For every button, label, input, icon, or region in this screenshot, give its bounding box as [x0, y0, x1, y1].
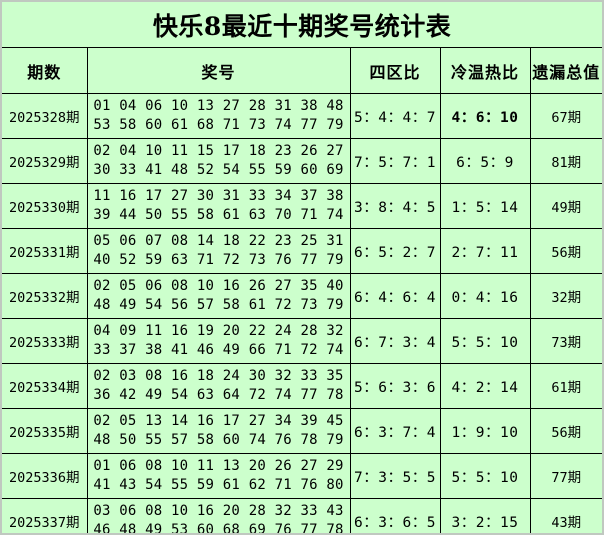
numbers-line-1: 04 09 11 16 19 20 22 24 28 32: [93, 323, 344, 339]
cell-miss-total: 73期: [529, 318, 602, 364]
cell-miss-total: 56期: [529, 408, 602, 454]
cell-cold-warm-hot: 2：7：11: [439, 228, 531, 274]
table-row: 2025331期 05 06 07 08 14 18 22 23 25 31 40 …: [2, 228, 602, 274]
cell-numbers: 02 04 10 11 15 17 18 23 26 27 30 33 41 48…: [86, 138, 351, 184]
cell-period: 2025329期: [2, 138, 88, 184]
page-title: 快乐8最近十期奖号统计表: [2, 2, 602, 48]
cell-zone-ratio: 6：5：2：7: [349, 228, 441, 274]
cell-zone-ratio: 7：5：7：1: [349, 138, 441, 184]
numbers-line-2: 36 42 49 54 63 64 72 74 77 78: [93, 387, 344, 403]
cell-cold-warm-hot: 4：2：14: [439, 363, 531, 409]
numbers-line-1: 02 05 06 08 10 16 26 27 35 40: [93, 278, 344, 294]
numbers-line-2: 48 50 55 57 58 60 74 76 78 79: [93, 432, 344, 448]
cell-miss-total: 77期: [529, 453, 602, 499]
column-header-numbers: 奖号: [86, 47, 351, 94]
cell-miss-total: 61期: [529, 363, 602, 409]
cell-numbers: 01 04 06 10 13 27 28 31 38 48 53 58 60 61…: [86, 93, 351, 139]
table-row: 2025335期 02 05 13 14 16 17 27 34 39 45 48 …: [2, 408, 602, 454]
column-header-zone-ratio: 四区比: [349, 47, 441, 94]
cell-cold-warm-hot: 1：9：10: [439, 408, 531, 454]
header-row: 期数 奖号 四区比 冷温热比 遗漏总值: [2, 47, 602, 94]
cell-cold-warm-hot: 5：5：10: [439, 453, 531, 499]
table-row: 2025337期 03 06 08 10 16 20 28 32 33 43 46 …: [2, 498, 602, 535]
numbers-line-1: 03 06 08 10 16 20 28 32 33 43: [93, 503, 344, 519]
cell-numbers: 01 06 08 10 11 13 20 26 27 29 41 43 54 55…: [86, 453, 351, 499]
numbers-line-1: 05 06 07 08 14 18 22 23 25 31: [93, 233, 344, 249]
cell-period: 2025335期: [2, 408, 88, 454]
cell-period: 2025334期: [2, 363, 88, 409]
numbers-line-2: 33 37 38 41 46 49 66 71 72 74: [93, 342, 344, 358]
cell-cold-warm-hot: 0：4：16: [439, 273, 531, 319]
cell-period: 2025336期: [2, 453, 88, 499]
numbers-line-2: 40 52 59 63 71 72 73 76 77 79: [93, 252, 344, 268]
cell-zone-ratio: 7：3：5：5: [349, 453, 441, 499]
numbers-line-2: 48 49 54 56 57 58 61 72 73 79: [93, 297, 344, 313]
cell-miss-total: 81期: [529, 138, 602, 184]
table-row: 2025333期 04 09 11 16 19 20 22 24 28 32 33 …: [2, 318, 602, 364]
cell-zone-ratio: 3：8：4：5: [349, 183, 441, 229]
numbers-line-2: 53 58 60 61 68 71 73 74 77 79: [93, 117, 344, 133]
cell-period: 2025337期: [2, 498, 88, 533]
column-header-miss-total: 遗漏总值: [529, 47, 602, 94]
cell-zone-ratio: 6：7：3：4: [349, 318, 441, 364]
table-row: 2025329期 02 04 10 11 15 17 18 23 26 27 30 …: [2, 138, 602, 184]
numbers-line-2: 39 44 50 55 58 61 63 70 71 74: [93, 207, 344, 223]
numbers-line-1: 11 16 17 27 30 31 33 34 37 38: [93, 188, 344, 204]
numbers-line-2: 46 48 49 53 60 68 69 76 77 78: [93, 522, 344, 535]
cell-numbers: 04 09 11 16 19 20 22 24 28 32 33 37 38 41…: [86, 318, 351, 364]
cell-period: 2025331期: [2, 228, 88, 274]
cell-zone-ratio: 6：4：6：4: [349, 273, 441, 319]
cell-period: 2025332期: [2, 273, 88, 319]
cell-miss-total: 56期: [529, 228, 602, 274]
cell-miss-total: 49期: [529, 183, 602, 229]
cell-numbers: 02 05 06 08 10 16 26 27 35 40 48 49 54 56…: [86, 273, 351, 319]
table-row: 2025330期 11 16 17 27 30 31 33 34 37 38 39 …: [2, 183, 602, 229]
title-row: 快乐8最近十期奖号统计表: [2, 2, 602, 48]
cell-cold-warm-hot: 5：5：10: [439, 318, 531, 364]
numbers-line-1: 01 04 06 10 13 27 28 31 38 48: [93, 98, 344, 114]
numbers-line-1: 02 04 10 11 15 17 18 23 26 27: [93, 143, 344, 159]
cell-period: 2025328期: [2, 93, 88, 139]
cell-miss-total: 67期: [529, 93, 602, 139]
numbers-line-1: 02 03 08 16 18 24 30 32 33 35: [93, 368, 344, 384]
cell-miss-total: 32期: [529, 273, 602, 319]
numbers-line-1: 01 06 08 10 11 13 20 26 27 29: [93, 458, 344, 474]
cell-zone-ratio: 6：3：6：5: [349, 498, 441, 533]
cell-cold-warm-hot: 1：5：14: [439, 183, 531, 229]
table-row: 2025332期 02 05 06 08 10 16 26 27 35 40 48 …: [2, 273, 602, 319]
cell-period: 2025333期: [2, 318, 88, 364]
numbers-line-2: 30 33 41 48 52 54 55 59 60 69: [93, 162, 344, 178]
cell-numbers: 05 06 07 08 14 18 22 23 25 31 40 52 59 63…: [86, 228, 351, 274]
table-row: 2025328期 01 04 06 10 13 27 28 31 38 48 53 …: [2, 93, 602, 139]
column-header-period: 期数: [2, 47, 88, 94]
numbers-line-2: 41 43 54 55 59 61 62 71 76 80: [93, 477, 344, 493]
cell-zone-ratio: 5：6：3：6: [349, 363, 441, 409]
cell-zone-ratio: 6：3：7：4: [349, 408, 441, 454]
cell-numbers: 11 16 17 27 30 31 33 34 37 38 39 44 50 55…: [86, 183, 351, 229]
cell-cold-warm-hot: 4：6：10: [439, 93, 531, 139]
cell-cold-warm-hot: 6：5：9: [439, 138, 531, 184]
cell-numbers: 02 05 13 14 16 17 27 34 39 45 48 50 55 57…: [86, 408, 351, 454]
cell-numbers: 03 06 08 10 16 20 28 32 33 43 46 48 49 53…: [86, 498, 351, 535]
table-row: 2025334期 02 03 08 16 18 24 30 32 33 35 36 …: [2, 363, 602, 409]
cell-zone-ratio: 5：4：4：7: [349, 93, 441, 139]
cell-cold-warm-hot: 3：2：15: [439, 498, 531, 533]
cell-numbers: 02 03 08 16 18 24 30 32 33 35 36 42 49 54…: [86, 363, 351, 409]
numbers-line-1: 02 05 13 14 16 17 27 34 39 45: [93, 413, 344, 429]
cell-miss-total: 43期: [529, 498, 602, 533]
cell-period: 2025330期: [2, 183, 88, 229]
column-header-cold-warm-hot: 冷温热比: [439, 47, 531, 94]
table-row: 2025336期 01 06 08 10 11 13 20 26 27 29 41 …: [2, 453, 602, 499]
